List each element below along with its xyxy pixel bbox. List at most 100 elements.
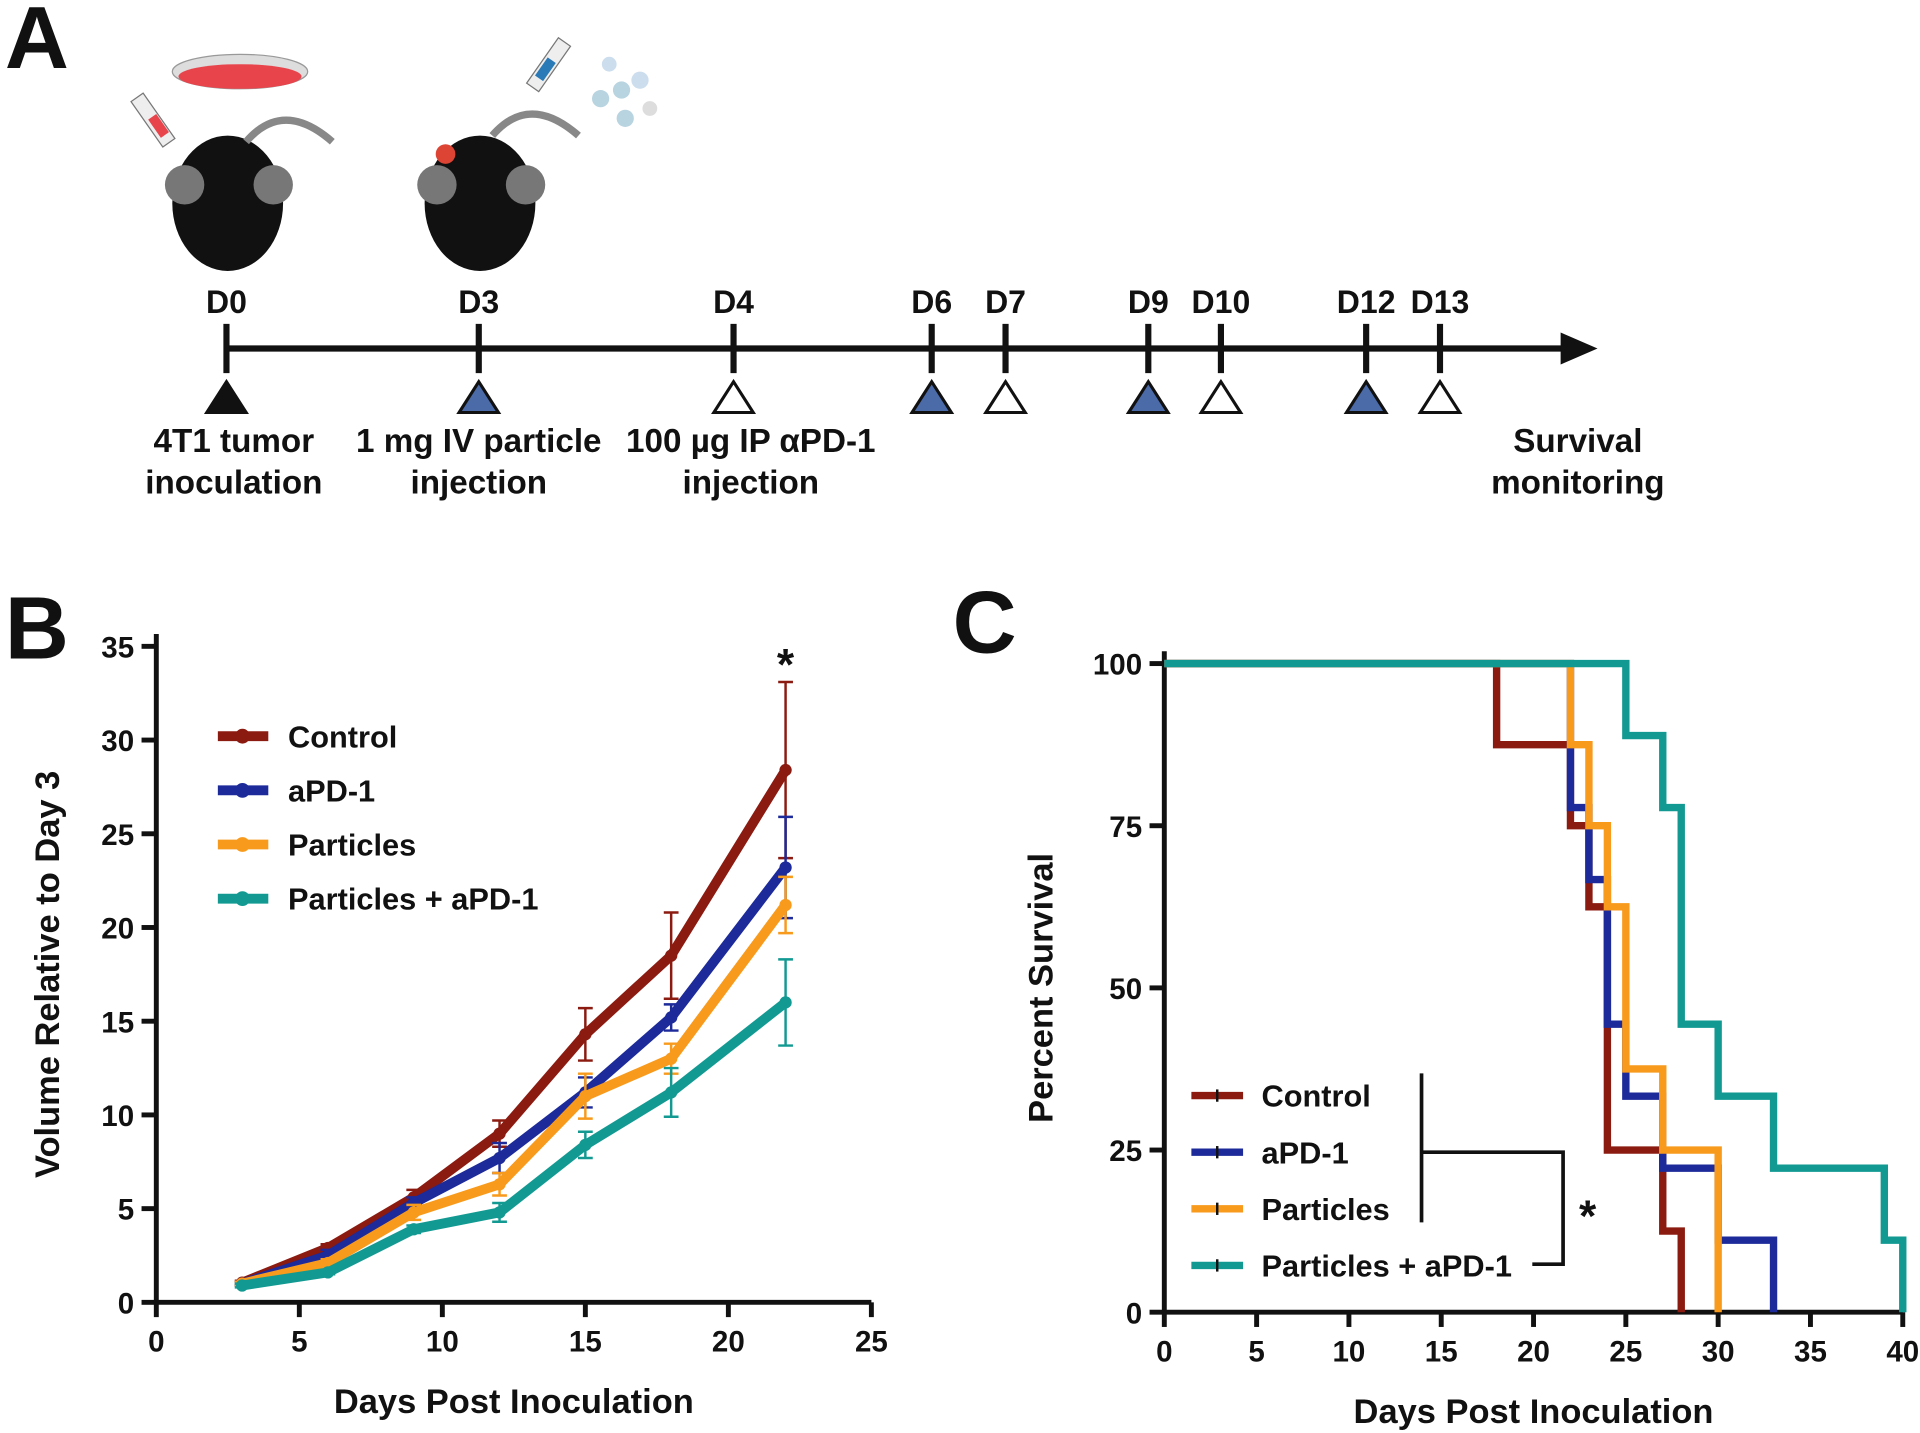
point <box>665 949 678 962</box>
annotation: * <box>777 640 795 689</box>
dose-marker <box>1417 378 1463 415</box>
point <box>579 1138 592 1152</box>
point <box>493 1178 506 1191</box>
day-label: D7 <box>985 284 1026 320</box>
y-tick-label: 35 <box>101 631 134 664</box>
x-tick-label: 0 <box>148 1326 164 1359</box>
legend-marker <box>235 837 250 852</box>
y-tick-label: 0 <box>1126 1297 1142 1330</box>
x-tick-label: 30 <box>1702 1335 1735 1368</box>
point <box>321 1266 335 1279</box>
significance-bracket <box>1419 1073 1565 1267</box>
survival-curve <box>1164 659 1722 1313</box>
dose-marker <box>203 378 249 415</box>
legend-label: Particles <box>288 828 416 863</box>
day-label: D0 <box>206 284 247 320</box>
point <box>665 1011 678 1024</box>
panel-label: A <box>5 0 69 87</box>
x-tick-label: 25 <box>855 1326 888 1359</box>
x-tick-label: 5 <box>291 1326 307 1359</box>
point <box>779 861 792 874</box>
y-tick-label: 0 <box>118 1287 134 1320</box>
day-label: D3 <box>458 284 499 320</box>
series-line <box>240 902 790 1289</box>
legend-label: aPD-1 <box>288 773 375 808</box>
y-tick-label: 50 <box>1109 973 1142 1006</box>
y-tick-label: 25 <box>1109 1135 1142 1168</box>
point <box>407 1206 420 1219</box>
panel-label: C <box>953 573 1017 672</box>
legend-marker <box>235 728 250 744</box>
timeline-arrow <box>1560 332 1598 365</box>
y-tick-label: 10 <box>101 1100 134 1133</box>
point <box>665 1052 678 1065</box>
legend-label: Particles <box>1262 1192 1390 1227</box>
y-tick-label: 100 <box>1093 649 1142 682</box>
legend-label: Control <box>288 719 397 754</box>
y-axis-title: Percent Survival <box>1022 853 1060 1123</box>
x-tick-label: 15 <box>569 1326 602 1359</box>
point <box>779 898 792 912</box>
point <box>493 1151 506 1165</box>
event-label: inoculation <box>145 465 322 502</box>
day-label: D12 <box>1337 284 1396 320</box>
x-tick-label: 40 <box>1886 1335 1919 1368</box>
y-tick-label: 75 <box>1109 811 1142 844</box>
day-label: D9 <box>1128 284 1169 320</box>
x-tick-label: 10 <box>1333 1335 1366 1368</box>
y-tick-label: 25 <box>101 819 134 852</box>
legend-label: aPD-1 <box>1262 1135 1349 1170</box>
event-label: 4T1 tumor <box>154 423 315 460</box>
mouse-illustration <box>130 53 335 271</box>
x-tick-label: 10 <box>426 1326 459 1359</box>
point <box>579 1028 592 1041</box>
y-tick-label: 5 <box>118 1194 134 1227</box>
event-label: Survival <box>1513 423 1642 460</box>
y-tick-label: 30 <box>101 725 134 758</box>
dose-marker <box>1125 378 1171 415</box>
legend-label: Particles + aPD-1 <box>1262 1248 1512 1283</box>
x-axis-title: Days Post Inoculation <box>1354 1393 1714 1431</box>
event-label: injection <box>410 465 547 502</box>
x-tick-label: 25 <box>1609 1335 1642 1368</box>
dose-marker <box>711 378 757 415</box>
dose-marker <box>983 378 1029 415</box>
event-label: 100 µg IP αPD-1 <box>626 423 875 460</box>
y-tick-label: 20 <box>101 913 134 946</box>
series-line <box>240 864 790 1289</box>
y-axis-title: Volume Relative to Day 3 <box>29 771 67 1178</box>
survival-curve <box>1164 659 1907 1313</box>
day-label: D10 <box>1192 284 1251 320</box>
point <box>407 1223 420 1236</box>
x-tick-label: 5 <box>1248 1335 1264 1368</box>
x-tick-label: 0 <box>1156 1335 1172 1368</box>
day-label: D13 <box>1411 284 1470 320</box>
point <box>665 1086 678 1099</box>
dose-marker <box>909 378 955 415</box>
legend-label: Control <box>1262 1079 1371 1114</box>
point <box>235 1279 249 1292</box>
legend-label: Particles + aPD-1 <box>288 882 538 917</box>
x-tick-label: 20 <box>712 1326 745 1359</box>
dose-marker <box>1343 378 1389 415</box>
x-tick-label: 35 <box>1794 1335 1827 1368</box>
legend-marker <box>235 891 250 907</box>
point <box>579 1090 592 1103</box>
x-axis-title: Days Post Inoculation <box>334 1383 694 1421</box>
dose-marker <box>1198 378 1244 415</box>
y-tick-label: 15 <box>101 1006 134 1039</box>
point <box>779 763 792 777</box>
day-label: D6 <box>911 284 952 320</box>
point <box>493 1206 506 1219</box>
point <box>493 1127 506 1140</box>
mouse-illustration <box>417 36 658 271</box>
survival-curve <box>1164 659 1685 1313</box>
event-label: injection <box>682 465 819 502</box>
point <box>779 996 792 1009</box>
x-tick-label: 20 <box>1517 1335 1550 1368</box>
dose-marker <box>456 378 502 415</box>
event-label: monitoring <box>1491 465 1664 502</box>
legend-marker <box>235 782 250 798</box>
